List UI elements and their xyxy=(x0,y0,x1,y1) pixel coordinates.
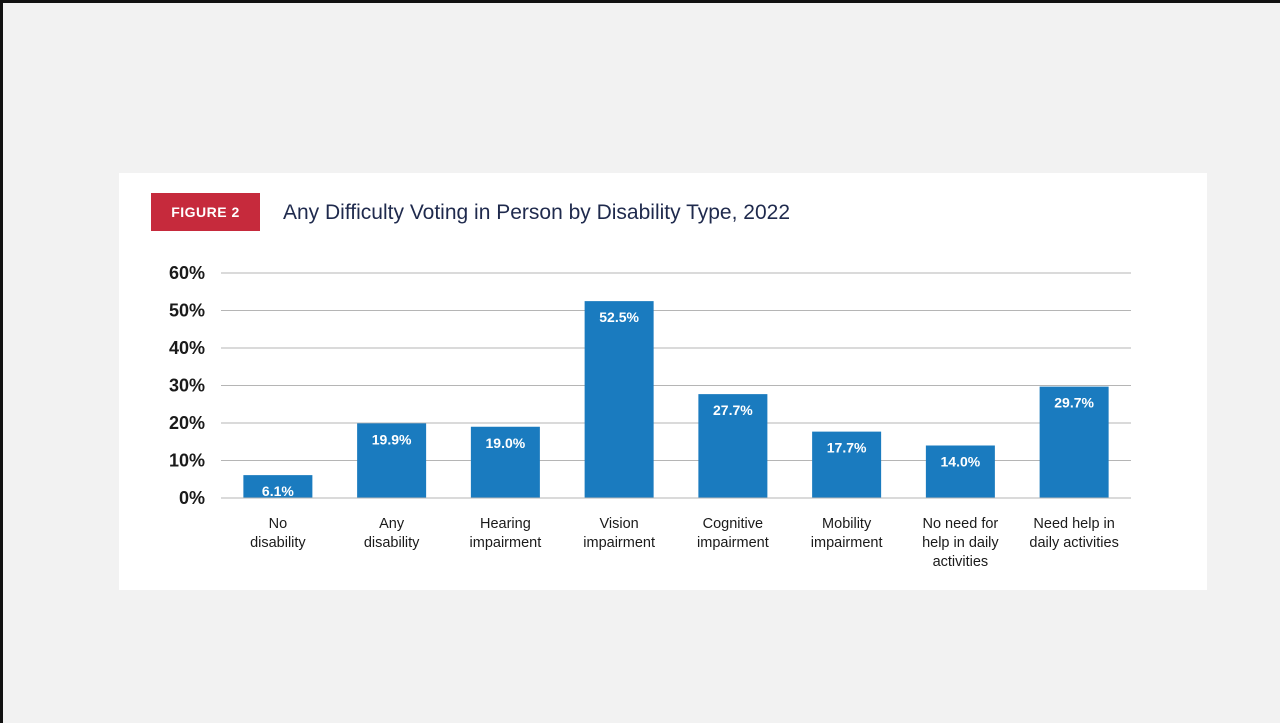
x-category-label: Mobility impairment xyxy=(811,516,883,551)
x-category-label: Any disability xyxy=(364,516,420,551)
bar-value-label: 29.7% xyxy=(1054,395,1094,411)
bar xyxy=(357,423,427,498)
x-category-label: Need help in daily activities xyxy=(1029,516,1118,551)
bar-value-label: 19.0% xyxy=(486,435,526,451)
bar-value-label: 14.0% xyxy=(941,454,981,470)
chart-title: Any Difficulty Voting in Person by Disab… xyxy=(283,201,790,224)
bar xyxy=(584,301,654,498)
figure-card: FIGURE 2 Any Difficulty Voting in Person… xyxy=(119,173,1207,590)
y-tick-label: 10% xyxy=(169,451,205,471)
y-tick-label: 0% xyxy=(179,488,205,508)
x-category-label: No disability xyxy=(250,516,306,551)
bar-value-label: 6.1% xyxy=(262,483,294,499)
y-tick-label: 50% xyxy=(169,301,205,321)
bar xyxy=(243,475,313,498)
x-category-label: Cognitive impairment xyxy=(697,516,769,551)
bar xyxy=(812,431,882,498)
figure-badge: FIGURE 2 xyxy=(151,193,260,231)
x-category-label: Vision impairment xyxy=(583,516,655,551)
x-category-label: No need for help in daily activities xyxy=(922,516,999,570)
bar xyxy=(698,394,768,498)
y-tick-label: 30% xyxy=(169,376,205,396)
y-tick-label: 60% xyxy=(169,263,205,283)
bar-value-label: 17.7% xyxy=(827,440,867,456)
bar xyxy=(1039,386,1109,498)
y-tick-label: 40% xyxy=(169,338,205,358)
bar-chart: 0% 10% 20% 30% 40% 50% 60% 6.1% No disability 19.9… xyxy=(169,263,1131,570)
x-category-label: Hearing impairment xyxy=(470,516,542,551)
bar-value-label: 52.5% xyxy=(599,309,639,325)
bar xyxy=(470,426,540,498)
y-tick-label: 20% xyxy=(169,413,205,433)
bar-value-label: 27.7% xyxy=(713,402,753,418)
bar xyxy=(925,445,995,498)
bar-value-label: 19.9% xyxy=(372,431,412,447)
